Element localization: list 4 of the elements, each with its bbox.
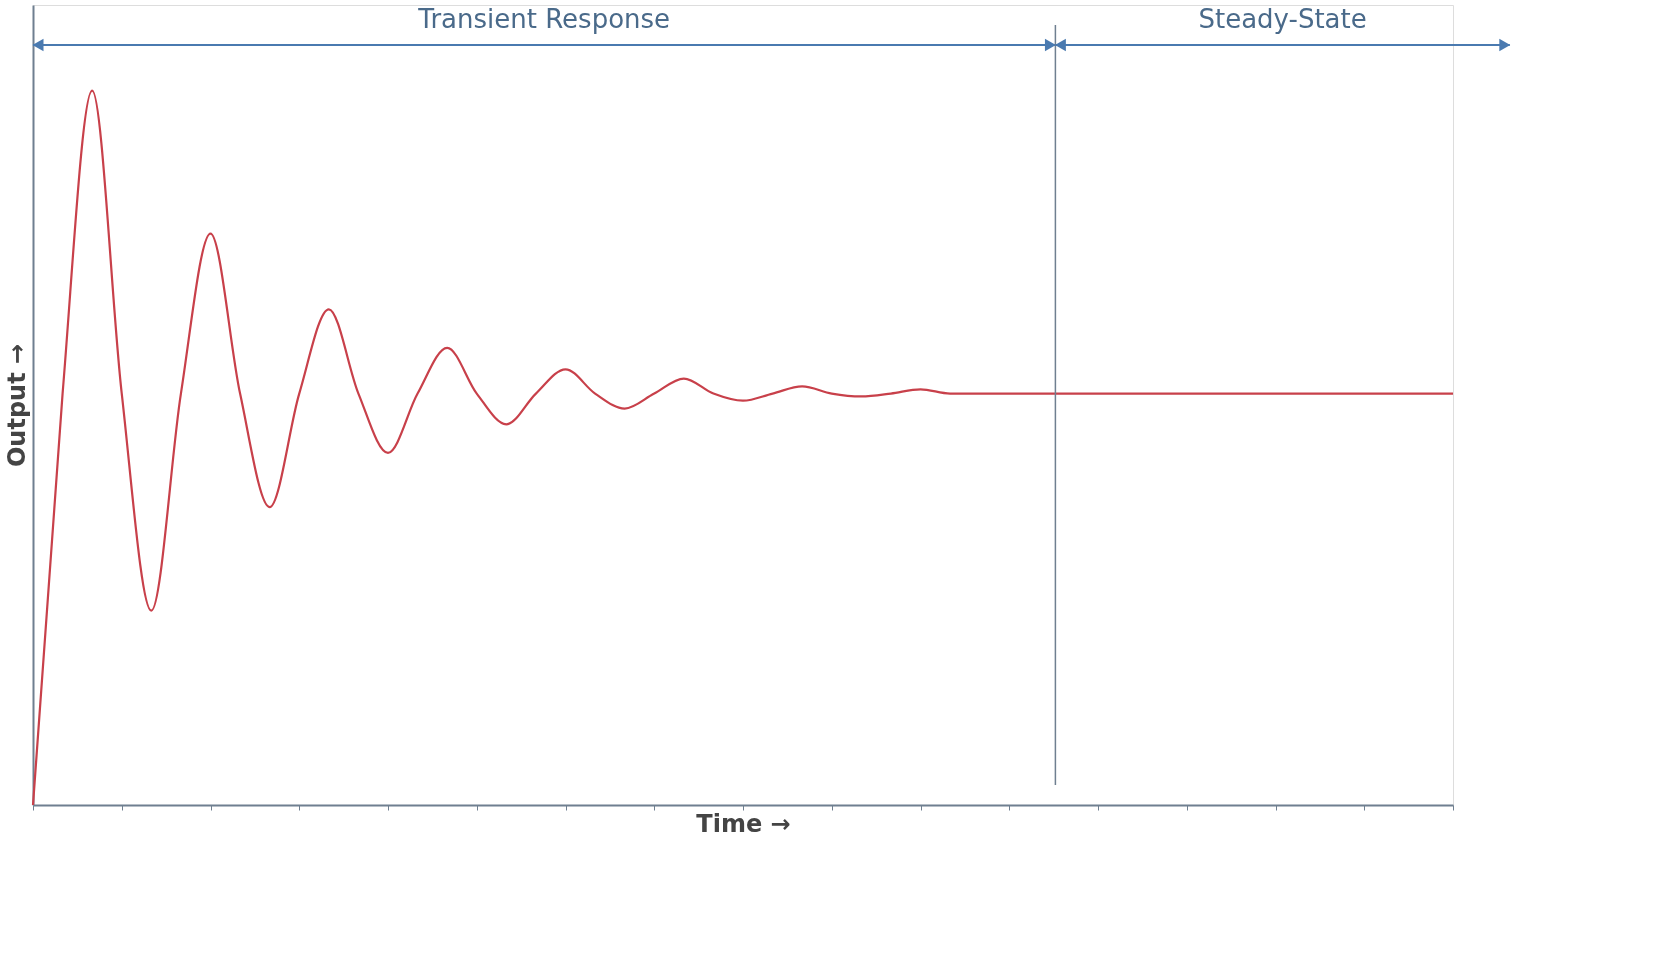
text: Steady-State	[1198, 4, 1367, 34]
x-axis-title: Time →	[696, 810, 791, 838]
y-axis-title: Output →	[2, 343, 31, 468]
text: Transient Response	[417, 4, 671, 34]
